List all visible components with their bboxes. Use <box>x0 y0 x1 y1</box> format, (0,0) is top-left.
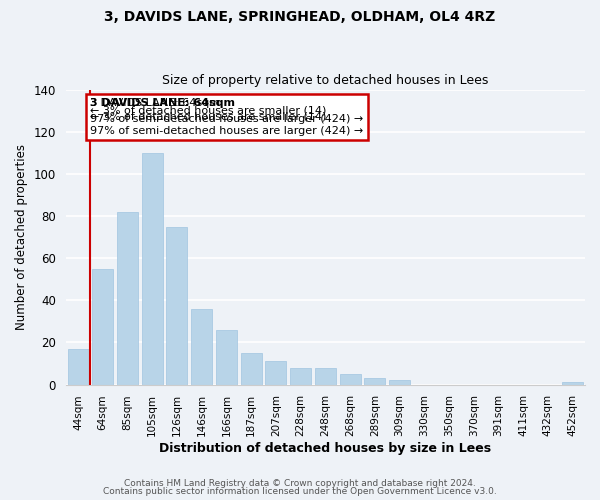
Bar <box>315 368 336 384</box>
Text: 97% of semi-detached houses are larger (424) →: 97% of semi-detached houses are larger (… <box>91 114 364 124</box>
Text: 3 DAVIDS LANE: 64sqm
← 3% of detached houses are smaller (14)
97% of semi-detach: 3 DAVIDS LANE: 64sqm ← 3% of detached ho… <box>91 98 364 136</box>
Bar <box>340 374 361 384</box>
Text: Contains public sector information licensed under the Open Government Licence v3: Contains public sector information licen… <box>103 487 497 496</box>
Text: 3 DAVIDS LANE: 64sqm: 3 DAVIDS LANE: 64sqm <box>91 98 235 108</box>
Bar <box>265 362 286 384</box>
Bar <box>92 268 113 384</box>
Title: Size of property relative to detached houses in Lees: Size of property relative to detached ho… <box>162 74 488 87</box>
Bar <box>241 353 262 384</box>
Bar <box>389 380 410 384</box>
X-axis label: Distribution of detached houses by size in Lees: Distribution of detached houses by size … <box>159 442 491 455</box>
Text: 3, DAVIDS LANE, SPRINGHEAD, OLDHAM, OL4 4RZ: 3, DAVIDS LANE, SPRINGHEAD, OLDHAM, OL4 … <box>104 10 496 24</box>
Text: Contains HM Land Registry data © Crown copyright and database right 2024.: Contains HM Land Registry data © Crown c… <box>124 478 476 488</box>
Bar <box>117 212 138 384</box>
Bar <box>166 226 187 384</box>
Bar <box>290 368 311 384</box>
Bar <box>562 382 583 384</box>
Bar <box>216 330 237 384</box>
Bar <box>142 153 163 384</box>
Y-axis label: Number of detached properties: Number of detached properties <box>15 144 28 330</box>
Text: ← 3% of detached houses are smaller (14): ← 3% of detached houses are smaller (14) <box>91 106 327 116</box>
Bar <box>191 308 212 384</box>
Bar <box>68 349 89 384</box>
Bar <box>364 378 385 384</box>
